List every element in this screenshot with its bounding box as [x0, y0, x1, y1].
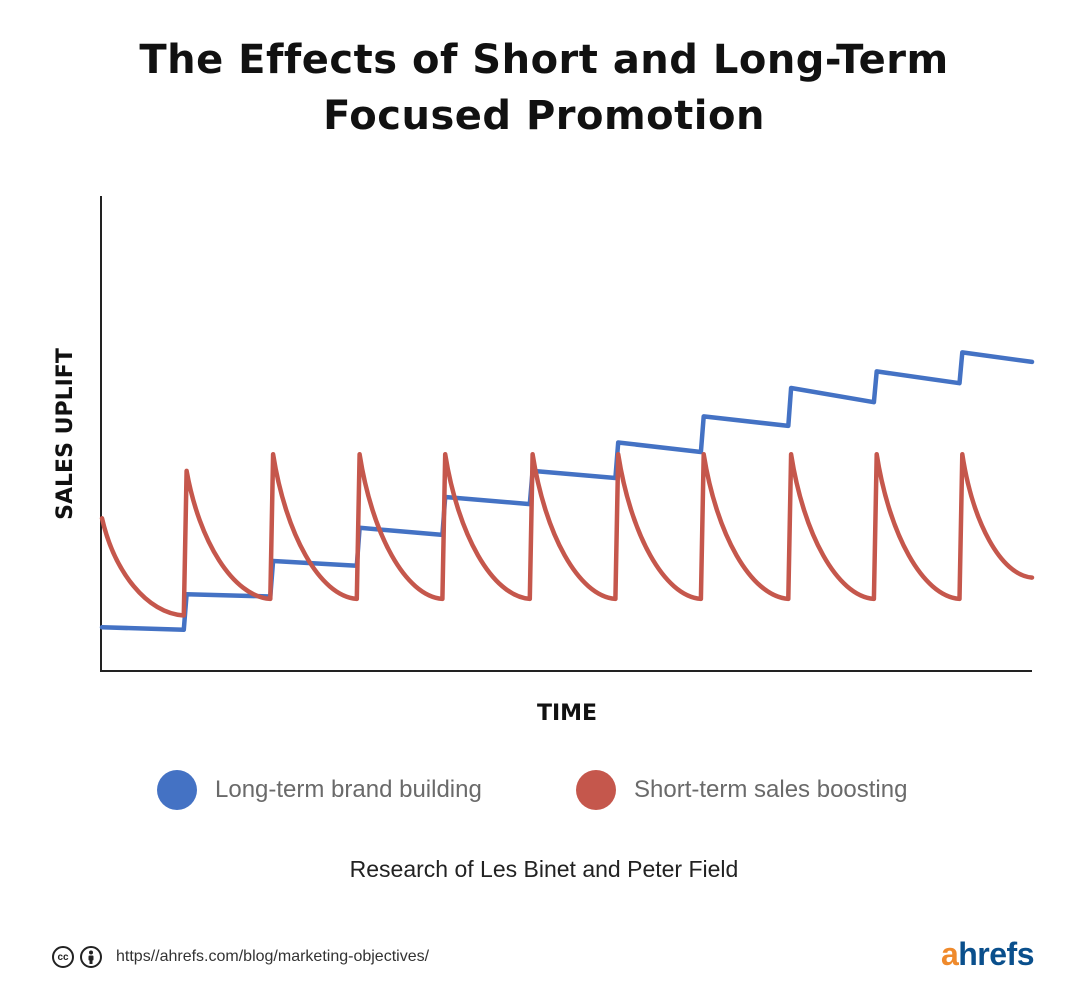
chart-title-line-2: Focused Promotion [323, 93, 765, 139]
y-axis-label: SALES UPLIFT [53, 348, 78, 520]
legend-item-long-term: Long-term brand building [157, 768, 482, 812]
legend: Long-term brand building Short-term sale… [0, 768, 1088, 818]
ahrefs-logo: ahrefs [940, 936, 1035, 973]
source-note: Research of Les Binet and Peter Field [349, 856, 739, 882]
footer-attribution: cc https//ahrefs.com/blog/marketing-obje… [52, 943, 429, 971]
creative-commons-icon: cc [52, 946, 74, 968]
person-glyph [88, 950, 94, 964]
legend-label-long-term: Long-term brand building [215, 776, 482, 803]
series-layer [99, 350, 1035, 632]
series-line-short-term [99, 452, 1035, 618]
legend-swatch-long-term [157, 770, 197, 810]
line-chart: SALES UPLIFT TIME [53, 196, 1035, 726]
legend-swatch-short-term [576, 770, 616, 810]
x-axis-label: TIME [537, 701, 597, 726]
legend-label-short-term: Short-term sales boosting [634, 776, 908, 803]
logo-prefix: a [940, 936, 959, 972]
source-url[interactable]: https//ahrefs.com/blog/marketing-objecti… [116, 948, 430, 965]
legend-item-short-term: Short-term sales boosting [576, 768, 907, 812]
chart-title: The Effects of Short and Long-Term Focus… [0, 32, 1088, 144]
logo-rest: hrefs [958, 936, 1034, 972]
attribution-icon [80, 946, 102, 968]
chart-title-line-1: The Effects of Short and Long-Term [139, 37, 949, 83]
